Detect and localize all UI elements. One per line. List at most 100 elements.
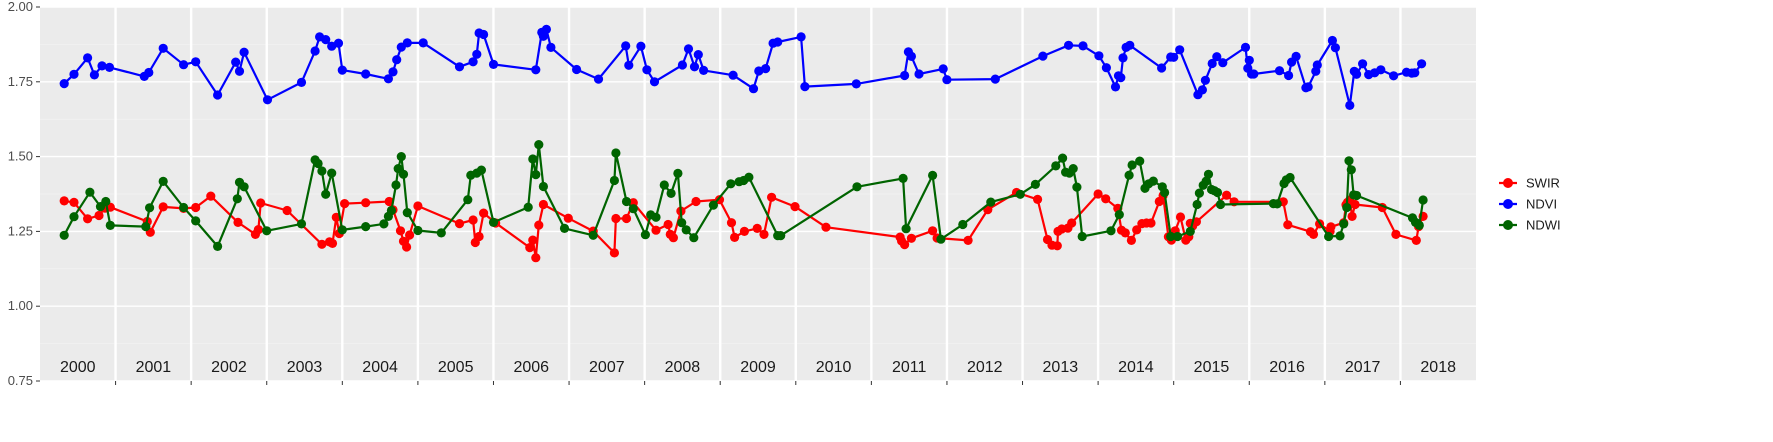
ndwi-point — [1160, 187, 1170, 198]
ndvi-point — [1207, 58, 1217, 69]
ndwi-point — [611, 148, 621, 158]
ndwi-point — [69, 212, 79, 222]
swir-point — [730, 232, 740, 242]
ndwi-point — [538, 181, 549, 192]
swir-point — [900, 240, 910, 250]
swir-point — [1132, 225, 1142, 235]
ndwi-point — [1418, 195, 1428, 205]
year-label: 2003 — [287, 359, 323, 376]
swir-point — [474, 231, 484, 242]
swir-point — [1308, 229, 1319, 239]
swir-point — [317, 239, 327, 249]
ndwi-point — [476, 165, 486, 175]
swir-point — [651, 225, 661, 235]
y-tick-label: 2.00 — [8, 0, 33, 14]
swir-point — [1033, 194, 1043, 204]
swir-point — [402, 242, 412, 252]
swir-point — [405, 230, 415, 240]
ndvi-point — [1175, 45, 1185, 55]
ndwi-point — [1352, 190, 1362, 201]
ndwi-point — [1346, 165, 1356, 175]
swir-point — [668, 233, 679, 243]
ndwi-point — [141, 222, 151, 232]
ndwi-point — [1185, 226, 1195, 236]
swir-point — [256, 198, 266, 208]
ndvi-point — [1284, 70, 1294, 81]
ndwi-point — [621, 196, 632, 207]
ndwi-point — [958, 219, 968, 230]
ndwi-point — [1106, 226, 1116, 236]
swir-point — [759, 229, 769, 239]
swir-point — [83, 214, 93, 224]
ndvi-point — [796, 32, 806, 42]
swir-point — [59, 196, 69, 206]
ndvi-point — [1116, 73, 1126, 83]
ndwi-point — [413, 225, 423, 236]
swir-point — [1052, 241, 1062, 251]
ndwi-point — [1172, 231, 1183, 242]
ndvi-point — [1330, 43, 1340, 53]
year-label: 2015 — [1194, 359, 1230, 376]
ndvi-point — [693, 50, 703, 60]
ndwi-point — [213, 241, 223, 251]
ndvi-point — [624, 60, 634, 70]
ndvi-point — [1169, 52, 1179, 62]
ndvi-point — [942, 75, 952, 85]
ndvi-point — [1303, 82, 1313, 92]
swir-point — [340, 199, 350, 209]
ndvi-point — [800, 82, 810, 92]
swir-point — [1347, 211, 1357, 221]
swir-point — [413, 201, 423, 211]
ndvi-point — [262, 95, 273, 105]
year-label: 2001 — [136, 359, 172, 376]
ndvi-point — [541, 24, 552, 34]
swir-point — [767, 192, 777, 202]
swir-point — [94, 210, 104, 221]
ndwi-point — [901, 224, 911, 234]
x-axis — [115, 381, 1401, 385]
ndwi-point — [531, 170, 541, 180]
ndvi-point — [900, 70, 910, 81]
ndwi-point — [523, 202, 533, 212]
swir-point — [534, 220, 544, 230]
swir-point — [1391, 229, 1401, 239]
ndwi-point — [379, 219, 389, 229]
ndvi-point — [546, 42, 556, 53]
ndwi-point — [232, 194, 242, 204]
swir-point — [611, 213, 621, 224]
ndwi-point — [1339, 219, 1349, 229]
ndwi-point — [1068, 164, 1078, 174]
major-grid — [40, 6, 1476, 382]
ndvi-point — [231, 57, 241, 67]
ndvi-point — [104, 62, 115, 72]
ndvi-point — [728, 70, 738, 80]
ndvi-point — [333, 38, 344, 48]
ndvi-point — [689, 62, 700, 72]
ndvi-point — [914, 69, 924, 79]
ndwi-point — [559, 223, 570, 233]
ndvi-point — [677, 60, 688, 70]
swir-point — [395, 226, 406, 236]
ndvi-point — [1244, 55, 1254, 65]
ndvi-point — [1218, 58, 1228, 68]
ndvi-point — [531, 65, 541, 75]
swir-point — [191, 202, 201, 213]
ndvi-point — [699, 65, 709, 75]
ndwi-point — [391, 180, 401, 190]
swir-point — [233, 217, 243, 227]
y-tick-label: 1.50 — [8, 149, 33, 164]
ndwi-point — [1324, 231, 1334, 242]
swir-point — [1067, 218, 1077, 228]
swir-point — [752, 223, 762, 233]
ndvi-point — [418, 38, 428, 48]
year-label: 2004 — [362, 359, 398, 376]
ndvi-point — [191, 57, 201, 67]
ndvi-point — [636, 41, 646, 51]
ndwi-point — [145, 203, 155, 213]
swir-point — [821, 222, 831, 232]
ndwi-point — [436, 228, 446, 238]
ndvi-point — [990, 74, 1000, 84]
ndvi-point — [179, 60, 189, 70]
ndwi-point — [191, 216, 201, 226]
ndvi-point — [642, 65, 652, 75]
